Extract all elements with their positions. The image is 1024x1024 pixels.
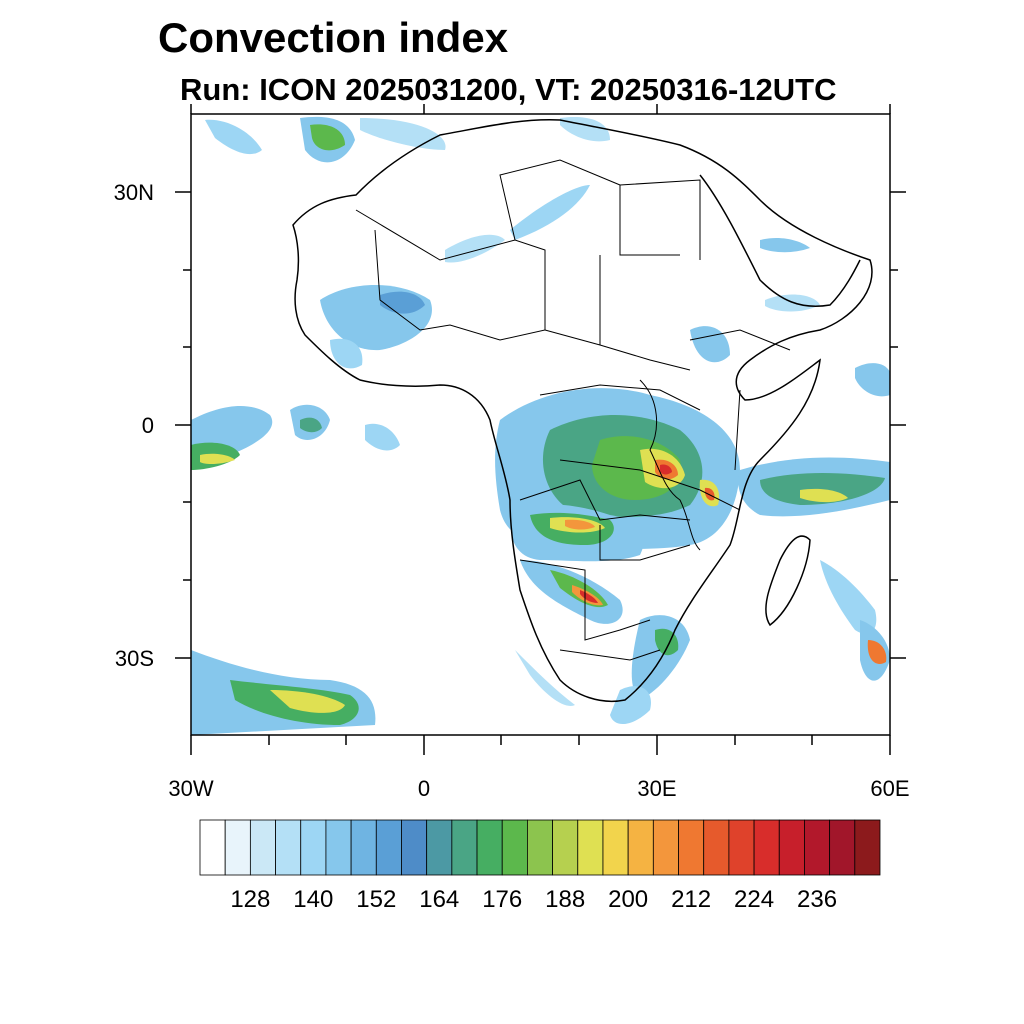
colorbar-swatch [300, 819, 327, 876]
convection-field [191, 116, 890, 735]
colorbar-swatch [753, 819, 780, 876]
coastlines [292, 118, 873, 702]
colorbar-swatch [854, 819, 881, 876]
colorbar-swatch [602, 819, 629, 876]
colorbar-swatch [778, 819, 805, 876]
lat-label-0: 0 [141, 413, 154, 438]
colorbar-tick-label: 176 [482, 886, 523, 913]
colorbar [199, 819, 881, 876]
colorbar-swatch [804, 819, 831, 876]
lon-label-60e: 60E [870, 776, 910, 801]
colorbar-tick-label: 212 [671, 886, 712, 913]
colorbar-swatch [501, 819, 528, 876]
colorbar-tick-label: 236 [797, 886, 838, 913]
colorbar-swatch [401, 819, 428, 876]
colorbar-swatch [476, 819, 503, 876]
lon-label-30e: 30E [637, 776, 677, 801]
colorbar-tick-label: 128 [230, 886, 271, 913]
colorbar-swatch [527, 819, 553, 876]
colorbar-tick-label: 188 [545, 886, 586, 913]
colorbar-swatch [577, 819, 604, 876]
colorbar-swatch [627, 819, 654, 876]
colorbar-swatch [249, 819, 276, 876]
colorbar-swatch [275, 819, 302, 876]
lon-label-30w: 30W [168, 776, 214, 801]
colorbar-swatch [652, 819, 679, 876]
run-subtitle: Run: ICON 2025031200, VT: 20250316-12UTC [180, 72, 837, 107]
colorbar-swatch [678, 819, 705, 876]
colorbar-swatch [829, 819, 856, 876]
colorbar-swatch [375, 819, 402, 876]
colorbar-swatch [325, 819, 352, 876]
colorbar-swatch [451, 819, 478, 876]
lat-label-30n: 30N [113, 180, 154, 205]
colorbar-tick-label: 140 [293, 886, 334, 913]
lat-label-30s: 30S [114, 646, 154, 671]
colorbar-tick-label: 224 [734, 886, 775, 913]
lon-label-0: 0 [417, 776, 431, 801]
colorbar-swatch [199, 819, 226, 876]
map-title: Convection index [158, 14, 509, 61]
colorbar-tick-label: 164 [419, 886, 460, 913]
axis-ticks [175, 104, 906, 755]
colorbar-tick-label: 200 [608, 886, 649, 913]
country-borders [355, 159, 791, 661]
colorbar-tick-label: 152 [356, 886, 397, 913]
colorbar-swatch [703, 819, 730, 876]
colorbar-swatch [224, 819, 251, 876]
colorbar-swatch [350, 819, 377, 876]
colorbar-swatch [426, 819, 453, 876]
colorbar-swatch [728, 819, 755, 876]
colorbar-swatch [552, 819, 579, 876]
